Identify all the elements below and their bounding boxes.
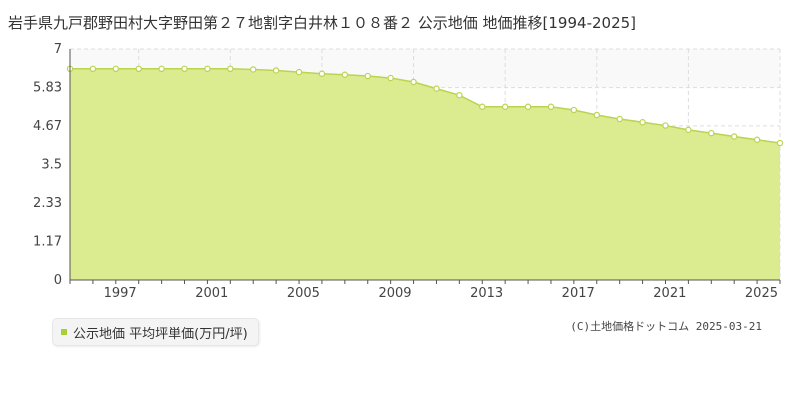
data-point[interactable]: [89, 65, 97, 73]
y-tick-label: 1.17: [33, 234, 62, 249]
data-point[interactable]: [410, 78, 417, 86]
data-point[interactable]: [593, 111, 600, 119]
data-point[interactable]: [753, 136, 761, 143]
y-tick-label: 4.67: [33, 119, 62, 134]
chart-title: 岩手県九戸郡野田村大字野田第２７地割字白井林１０８番２ 公示地価 地価推移[19…: [8, 14, 637, 32]
data-point[interactable]: [112, 65, 120, 73]
data-point[interactable]: [524, 103, 532, 110]
data-point[interactable]: [639, 119, 646, 126]
legend-swatch: [61, 329, 67, 335]
data-point[interactable]: [181, 65, 188, 73]
x-tick-label: 2013: [470, 286, 503, 301]
x-tick-label: 2021: [653, 286, 686, 301]
data-point[interactable]: [295, 68, 303, 76]
data-point[interactable]: [158, 65, 165, 73]
data-point[interactable]: [730, 133, 738, 140]
data-point[interactable]: [387, 74, 394, 82]
credit-text: (C)土地価格ドットコム 2025-03-21: [570, 320, 762, 333]
series-line: [70, 68, 781, 144]
data-point[interactable]: [433, 85, 440, 92]
data-point[interactable]: [318, 70, 326, 77]
x-tick-label: 2001: [195, 286, 228, 301]
x-tick-label: 2009: [378, 286, 411, 301]
legend-label: 公示地価 平均坪単価(万円/坪): [73, 326, 248, 342]
data-point[interactable]: [204, 65, 211, 73]
data-point[interactable]: [341, 71, 349, 78]
x-tick-label: 2025: [745, 286, 778, 301]
data-point[interactable]: [570, 106, 578, 114]
y-tick-label: 2.33: [33, 196, 62, 211]
legend[interactable]: 公示地価 平均坪単価(万円/坪): [52, 318, 259, 346]
data-point[interactable]: [685, 126, 692, 134]
data-point[interactable]: [616, 115, 623, 123]
data-point[interactable]: [364, 72, 371, 80]
data-point[interactable]: [547, 103, 555, 110]
x-tick-label: 2005: [287, 286, 320, 301]
y-tick-label: 7: [54, 42, 62, 57]
data-point[interactable]: [250, 66, 257, 73]
data-point[interactable]: [776, 139, 784, 147]
y-tick-label: 5.83: [33, 81, 62, 96]
x-tick-label: 2017: [562, 286, 595, 301]
x-tick-label: 1997: [104, 286, 137, 301]
data-point[interactable]: [456, 91, 463, 99]
y-tick-label: 0: [54, 273, 62, 288]
data-point[interactable]: [272, 67, 280, 74]
data-point[interactable]: [662, 122, 669, 129]
data-point[interactable]: [135, 65, 142, 73]
y-tick-label: 3.5: [41, 158, 62, 173]
data-point[interactable]: [501, 103, 509, 110]
data-point[interactable]: [479, 103, 486, 110]
series-area: [70, 68, 780, 280]
data-point[interactable]: [227, 65, 234, 73]
data-point[interactable]: [708, 129, 715, 137]
